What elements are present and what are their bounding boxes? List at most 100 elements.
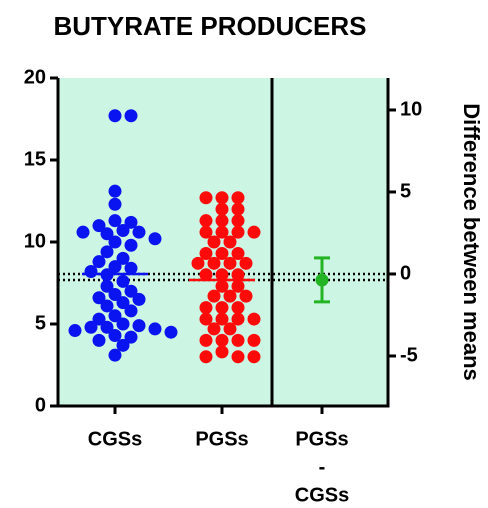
x-tick-label: PGSs xyxy=(295,428,348,450)
data-point xyxy=(116,296,130,310)
data-point xyxy=(100,279,114,293)
y2-axis-label: Difference between means xyxy=(459,103,484,381)
data-point xyxy=(124,284,138,298)
data-point xyxy=(76,225,90,239)
data-point xyxy=(108,287,122,301)
data-point xyxy=(132,225,146,239)
data-point xyxy=(231,279,245,293)
x-tick-label: CGSs xyxy=(88,428,142,450)
data-point xyxy=(124,261,138,275)
data-point xyxy=(199,333,213,347)
data-point xyxy=(100,320,114,334)
data-point xyxy=(215,333,229,347)
data-point xyxy=(231,191,245,205)
data-point xyxy=(92,255,106,269)
data-point xyxy=(215,345,229,359)
data-point xyxy=(223,289,237,303)
data-point xyxy=(116,251,130,265)
data-point xyxy=(215,225,229,239)
data-point xyxy=(207,322,221,336)
data-point xyxy=(199,301,213,315)
data-point xyxy=(116,274,130,288)
data-point xyxy=(199,268,213,282)
data-point xyxy=(207,235,221,249)
data-point xyxy=(247,350,261,364)
data-point xyxy=(223,256,237,270)
data-point xyxy=(84,265,98,279)
data-point xyxy=(215,301,229,315)
data-point xyxy=(124,215,138,229)
difference-point xyxy=(315,273,329,287)
data-point xyxy=(199,246,213,260)
data-point xyxy=(199,350,213,364)
data-point xyxy=(108,309,122,323)
data-point xyxy=(199,191,213,205)
data-point xyxy=(92,219,106,233)
data-point xyxy=(132,319,146,333)
data-point xyxy=(68,324,82,338)
data-point xyxy=(231,312,245,326)
data-point xyxy=(231,246,245,260)
data-point xyxy=(215,268,229,282)
data-point xyxy=(92,291,106,305)
data-point xyxy=(108,348,122,362)
y2-tick-label: 10 xyxy=(400,98,422,120)
data-point xyxy=(231,350,245,364)
data-point xyxy=(247,312,261,326)
data-point xyxy=(239,256,253,270)
y2-tick-label: -5 xyxy=(400,344,418,366)
data-point xyxy=(108,197,122,211)
data-point xyxy=(223,235,237,249)
data-point xyxy=(215,279,229,293)
data-point xyxy=(84,320,98,334)
data-point xyxy=(199,312,213,326)
y-tick-label: 0 xyxy=(35,394,46,416)
data-point xyxy=(199,225,213,239)
data-point xyxy=(191,256,205,270)
data-point xyxy=(100,227,114,241)
x-tick-label: CGSs xyxy=(295,484,349,506)
data-point xyxy=(199,214,213,228)
data-point xyxy=(116,317,130,331)
data-point xyxy=(116,338,130,352)
data-point xyxy=(148,322,162,336)
data-point xyxy=(108,328,122,342)
data-point xyxy=(124,330,138,344)
data-point xyxy=(108,109,122,123)
data-point xyxy=(148,232,162,246)
y2-tick-label: 0 xyxy=(400,262,411,284)
data-point xyxy=(108,184,122,198)
data-point xyxy=(124,109,138,123)
data-point xyxy=(247,225,261,239)
data-point xyxy=(132,292,146,306)
data-point xyxy=(215,202,229,216)
data-point xyxy=(231,225,245,239)
data-point xyxy=(231,268,245,282)
data-point xyxy=(108,235,122,249)
data-point xyxy=(207,289,221,303)
data-point xyxy=(231,214,245,228)
data-point xyxy=(100,245,114,259)
y-tick-label: 5 xyxy=(35,312,46,334)
data-point xyxy=(108,214,122,228)
data-point xyxy=(231,202,245,216)
x-tick-label: PGSs xyxy=(195,428,248,450)
data-point xyxy=(100,299,114,313)
data-point xyxy=(164,325,178,339)
data-point xyxy=(231,301,245,315)
data-point xyxy=(92,333,106,347)
data-point xyxy=(215,191,229,205)
data-point xyxy=(207,256,221,270)
data-point xyxy=(231,333,245,347)
data-point xyxy=(239,289,253,303)
data-point xyxy=(124,304,138,318)
data-point xyxy=(215,312,229,326)
x-tick-label: - xyxy=(319,456,326,478)
y-tick-label: 20 xyxy=(24,66,46,88)
data-point xyxy=(124,238,138,252)
y-tick-label: 10 xyxy=(24,230,46,252)
chart-title: BUTYRATE PRODUCERS xyxy=(54,11,367,41)
data-point xyxy=(247,333,261,347)
data-point xyxy=(108,260,122,274)
